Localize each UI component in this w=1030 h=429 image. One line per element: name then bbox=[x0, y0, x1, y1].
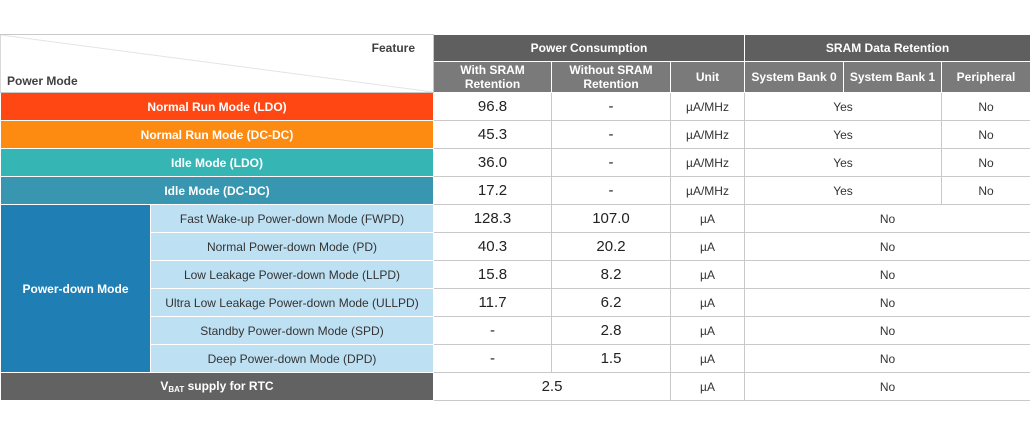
corner-diagonal-line bbox=[1, 35, 433, 92]
with-sram-header: With SRAM Retention bbox=[433, 61, 552, 93]
mode-name-cell: Normal Run Mode (DC-DC) bbox=[0, 120, 434, 149]
header-corner-cell: Feature Power Mode bbox=[0, 34, 434, 93]
unit-value: µA bbox=[669, 232, 746, 261]
without-sram-value: - bbox=[551, 176, 671, 205]
power-mode-table-container: Feature Power Mode Power Consumption SRA… bbox=[0, 34, 1030, 401]
system-bank-retention: Yes bbox=[744, 148, 943, 177]
with-sram-value: 36.0 bbox=[433, 148, 552, 177]
peripheral-retention: No bbox=[941, 148, 1030, 177]
unit-value: µA/MHz bbox=[669, 148, 746, 177]
peripheral-retention: No bbox=[941, 92, 1030, 121]
unit-value: µA/MHz bbox=[669, 176, 746, 205]
with-sram-value: - bbox=[433, 344, 552, 373]
peripheral-retention: No bbox=[941, 176, 1030, 205]
system-bank-retention: Yes bbox=[744, 176, 943, 205]
mode-name-cell: Normal Run Mode (LDO) bbox=[0, 92, 434, 121]
without-sram-value: 8.2 bbox=[551, 260, 671, 289]
mode-name-cell: Idle Mode (DC-DC) bbox=[0, 176, 434, 205]
header-row-1: Feature Power Mode Power Consumption SRA… bbox=[0, 34, 1030, 93]
sram-retention-value: No bbox=[744, 288, 1030, 317]
table-row: Normal Run Mode (LDO) 96.8- µA/MHz Yes No bbox=[0, 92, 1030, 121]
without-sram-value: 1.5 bbox=[551, 344, 671, 373]
vbat-v: V bbox=[160, 379, 169, 393]
table-row: Standby Power-down Mode (SPD) -2.8 µA No bbox=[1, 316, 1030, 345]
without-sram-value: 6.2 bbox=[551, 288, 671, 317]
table-row-vbat: VBAT supply for RTC 2.5 µA No bbox=[0, 372, 1030, 401]
with-sram-value: 96.8 bbox=[433, 92, 552, 121]
sub-mode-name-cell: Fast Wake-up Power-down Mode (FWPD) bbox=[150, 204, 434, 233]
system-bank-retention: Yes bbox=[744, 120, 943, 149]
sram-retention-value: No bbox=[744, 316, 1030, 345]
table-row: Normal Power-down Mode (PD) 40.3 20.2 µA No bbox=[1, 232, 1030, 261]
sram-retention-value: No bbox=[744, 204, 1030, 233]
sub-mode-name-cell: Standby Power-down Mode (SPD) bbox=[150, 316, 434, 345]
vbat-value: 2.5 bbox=[433, 372, 671, 401]
sub-mode-name-cell: Low Leakage Power-down Mode (LLPD) bbox=[150, 260, 434, 289]
without-sram-value: - bbox=[551, 148, 671, 177]
table-row: Low Leakage Power-down Mode (LLPD) 15.8 8.… bbox=[1, 260, 1030, 289]
table-row: Normal Run Mode (DC-DC) 45.3- µA/MHz Yes No bbox=[0, 120, 1030, 149]
without-sram-value: 20.2 bbox=[551, 232, 671, 261]
mode-name-cell: Idle Mode (LDO) bbox=[0, 148, 434, 177]
unit-value: µA bbox=[669, 260, 746, 289]
system-bank1-header: System Bank 1 bbox=[843, 61, 943, 93]
sram-retention-value: No bbox=[744, 344, 1030, 373]
table-row: Idle Mode (DC-DC) 17.2- µA/MHz Yes No bbox=[0, 176, 1030, 205]
sub-mode-name-cell: Ultra Low Leakage Power-down Mode (ULLPD… bbox=[150, 288, 434, 317]
unit-value: µA bbox=[669, 344, 746, 373]
table-row: Deep Power-down Mode (DPD) -1.5 µA No bbox=[1, 344, 1030, 373]
with-sram-value: 128.3 bbox=[433, 204, 552, 233]
vbat-label-cell: VBAT supply for RTC bbox=[0, 372, 434, 401]
unit-value: µA/MHz bbox=[669, 92, 746, 121]
unit-value: µA/MHz bbox=[669, 120, 746, 149]
power-mode-table: Feature Power Mode Power Consumption SRA… bbox=[0, 34, 1030, 401]
vbat-retention: No bbox=[744, 372, 1030, 401]
without-sram-value: - bbox=[551, 120, 671, 149]
vbat-unit: µA bbox=[669, 372, 746, 401]
power-consumption-header: Power Consumption bbox=[432, 34, 746, 62]
with-sram-value: 11.7 bbox=[433, 288, 552, 317]
power-mode-label: Power Mode bbox=[7, 74, 78, 88]
sram-retention-header: SRAM Data Retention bbox=[744, 34, 1030, 62]
unit-value: µA bbox=[669, 316, 746, 345]
unit-value: µA bbox=[669, 204, 746, 233]
table-row: Ultra Low Leakage Power-down Mode (ULLPD… bbox=[1, 288, 1030, 317]
table-row: Idle Mode (LDO) 36.0- µA/MHz Yes No bbox=[0, 148, 1030, 177]
without-sram-value: 2.8 bbox=[551, 316, 671, 345]
sub-mode-name-cell: Normal Power-down Mode (PD) bbox=[150, 232, 434, 261]
table-row: Power-down Mode Fast Wake-up Power-down M… bbox=[0, 204, 1030, 373]
with-sram-value: 15.8 bbox=[433, 260, 552, 289]
sub-mode-name-cell: Deep Power-down Mode (DPD) bbox=[150, 344, 434, 373]
system-bank-retention: Yes bbox=[744, 92, 943, 121]
without-sram-header: Without SRAM Retention bbox=[551, 61, 671, 93]
without-sram-value: - bbox=[551, 92, 671, 121]
header-row-2: With SRAM Retention Without SRAM Retention… bbox=[1, 61, 1030, 93]
with-sram-value: - bbox=[433, 316, 552, 345]
system-bank0-header: System Bank 0 bbox=[744, 61, 845, 93]
feature-label: Feature bbox=[371, 41, 415, 55]
unit-value: µA bbox=[669, 288, 746, 317]
with-sram-value: 40.3 bbox=[433, 232, 552, 261]
peripheral-header: Peripheral bbox=[941, 61, 1030, 93]
with-sram-value: 45.3 bbox=[433, 120, 552, 149]
unit-header: Unit bbox=[669, 61, 746, 93]
vbat-subscript: BAT bbox=[168, 385, 185, 394]
with-sram-value: 17.2 bbox=[433, 176, 552, 205]
without-sram-value: 107.0 bbox=[551, 204, 671, 233]
sram-retention-value: No bbox=[744, 260, 1030, 289]
peripheral-retention: No bbox=[941, 120, 1030, 149]
sram-retention-value: No bbox=[744, 232, 1030, 261]
vbat-rest: supply for RTC bbox=[184, 379, 274, 393]
power-down-group-label: Power-down Mode bbox=[0, 204, 151, 373]
